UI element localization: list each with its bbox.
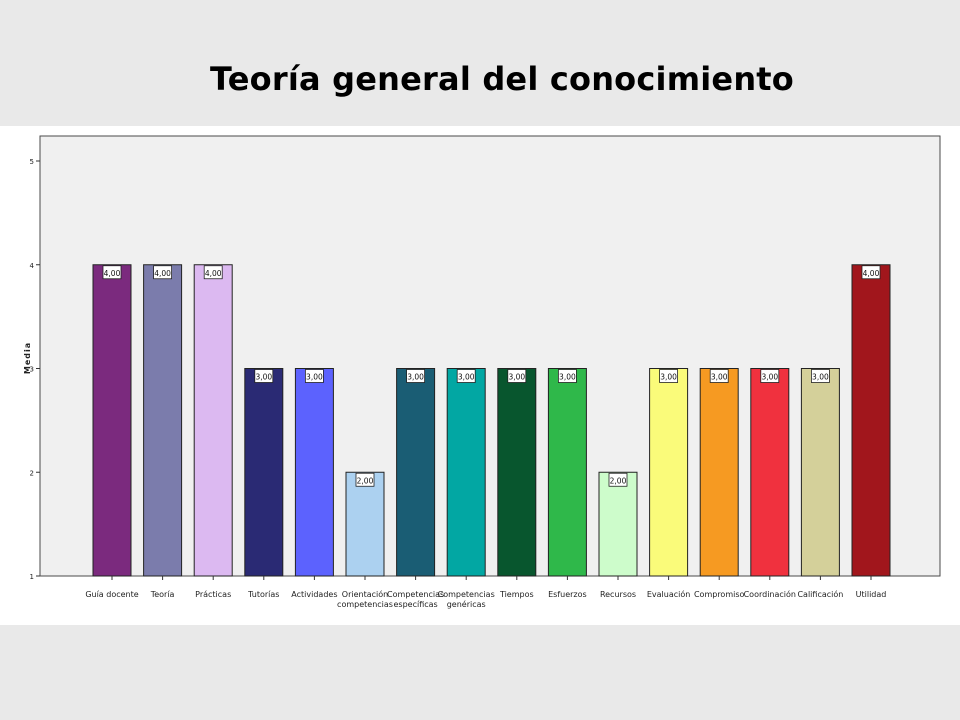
data-label: 3,00 — [711, 373, 728, 382]
x-tick-label: competencias — [337, 600, 393, 609]
x-tick-label: Utilidad — [856, 590, 887, 599]
x-tick-label: Guía docente — [85, 590, 138, 599]
bar — [193, 264, 233, 577]
x-tick-label: Calificación — [797, 589, 843, 599]
data-label: 3,00 — [559, 373, 576, 382]
x-tick-label: Compromiso — [694, 590, 745, 599]
y-tick-label: 1 — [30, 573, 34, 581]
bar — [497, 368, 537, 577]
bar — [598, 471, 638, 577]
x-tick-label: Prácticas — [195, 590, 231, 599]
bar — [750, 368, 790, 577]
data-label-box — [153, 265, 173, 280]
data-label: 3,00 — [458, 373, 475, 382]
slide-title: Teoría general del conocimiento — [210, 60, 794, 98]
data-label-box — [507, 369, 527, 383]
data-label-box — [811, 369, 830, 383]
data-label: 2,00 — [357, 476, 374, 485]
bar — [244, 368, 284, 577]
data-label-box — [709, 369, 729, 383]
x-tick-label: específicas — [393, 600, 437, 609]
x-tick-label: Competencias — [387, 590, 444, 599]
data-label-box — [558, 369, 577, 383]
x-tick-label: Tiempos — [499, 590, 534, 599]
bar — [649, 368, 689, 577]
data-label-box — [861, 265, 881, 280]
x-axis-labels: Guía docente Teoría Prácticas Tutorías Activ… — [85, 576, 886, 609]
bar — [851, 264, 891, 577]
x-tick-label: Tutorías — [247, 590, 279, 599]
y-tick-label: 4 — [30, 262, 35, 270]
bar-chart-svg: 1 2 3 4 5 Media 4,00 4,00 4,00 3,00 3,00 2,00 3,00… — [23, 135, 941, 609]
data-label: 3,00 — [761, 373, 778, 382]
data-label-box — [659, 369, 678, 383]
x-tick-label: Actividades — [291, 590, 337, 599]
data-label-box — [203, 265, 223, 280]
data-label: 3,00 — [306, 373, 323, 382]
y-axis: 1 2 3 4 5 — [30, 158, 40, 581]
data-label-box — [355, 472, 375, 487]
x-tick-label: Orientación — [342, 589, 388, 599]
data-label: 4,00 — [863, 269, 880, 278]
data-label-box — [608, 472, 628, 487]
data-label: 3,00 — [255, 373, 272, 382]
plot-area — [39, 135, 941, 577]
footer-band — [0, 625, 960, 720]
bar — [294, 368, 334, 577]
bar — [446, 368, 486, 577]
data-label: 4,00 — [205, 269, 222, 278]
data-label: 3,00 — [660, 373, 677, 382]
bar-chart: 1 2 3 4 5 Media 4,00 4,00 4,00 3,00 3,00 2,00 3,00… — [0, 126, 960, 625]
bar — [92, 264, 132, 577]
bar — [143, 264, 183, 577]
bar — [699, 368, 739, 577]
data-label-box — [102, 265, 122, 280]
bar — [345, 471, 385, 577]
data-label-box — [304, 369, 324, 383]
data-label-box — [254, 369, 274, 383]
data-label-box — [406, 369, 426, 383]
x-tick-label: Teoría — [150, 590, 175, 599]
x-tick-label: Competencias — [438, 590, 495, 599]
data-label: 3,00 — [508, 373, 525, 382]
y-tick-label: 3 — [30, 366, 34, 374]
bar — [800, 368, 840, 577]
data-label: 4,00 — [154, 269, 171, 278]
data-label-box — [456, 369, 476, 383]
data-label: 4,00 — [104, 269, 121, 278]
data-label: 2,00 — [610, 476, 627, 485]
y-axis-label: Media — [23, 342, 32, 374]
y-tick-label: 5 — [30, 158, 34, 166]
x-tick-label: Coordinación — [744, 589, 796, 599]
x-tick-label: Esfuerzos — [548, 590, 587, 599]
data-label: 3,00 — [407, 373, 424, 382]
bar — [547, 368, 587, 577]
data-label-box — [760, 369, 780, 383]
bar — [396, 368, 436, 577]
x-tick-label: Recursos — [600, 590, 636, 599]
y-tick-label: 2 — [30, 469, 34, 477]
x-tick-label: genéricas — [447, 599, 486, 609]
x-tick-label: Evaluación — [647, 589, 690, 599]
data-label: 3,00 — [812, 373, 829, 382]
